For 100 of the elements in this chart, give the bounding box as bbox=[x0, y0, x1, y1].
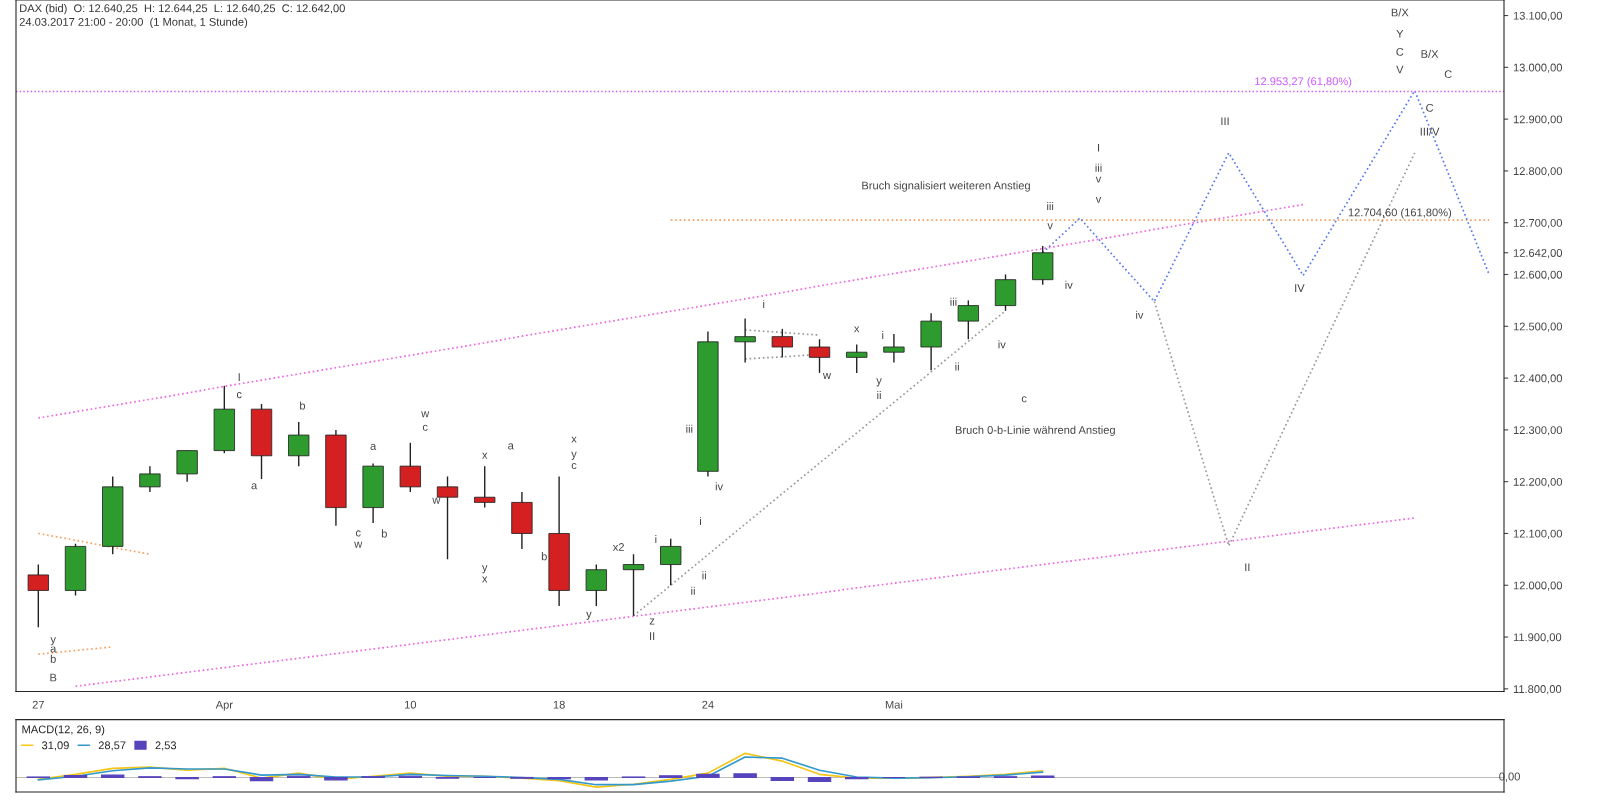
annotation: I bbox=[238, 373, 240, 381]
candlestick bbox=[27, 563, 49, 628]
annotation: iv bbox=[715, 482, 724, 491]
candlestick bbox=[957, 299, 979, 340]
line-series bbox=[74, 517, 1416, 688]
candlestick bbox=[288, 421, 310, 467]
candlestick bbox=[846, 343, 868, 374]
annotation: iii bbox=[950, 297, 957, 306]
annotation: iii bbox=[1047, 201, 1054, 211]
annotation: w bbox=[432, 497, 441, 504]
annotation: v bbox=[1095, 196, 1102, 203]
annotation: z bbox=[649, 618, 655, 625]
annotation: b bbox=[541, 552, 547, 561]
y-tick-label: 12.700,00 bbox=[1513, 218, 1563, 229]
annotation: w bbox=[421, 411, 430, 418]
y-tick-label: 12.300,00 bbox=[1513, 426, 1563, 436]
annotation: b bbox=[381, 529, 387, 538]
annotation: a bbox=[251, 483, 258, 490]
annotation: c bbox=[236, 392, 242, 399]
annotation: Y bbox=[1396, 29, 1404, 38]
x-tick-label: 27 bbox=[32, 700, 44, 709]
annotation: iii bbox=[1095, 163, 1102, 172]
candlestick bbox=[734, 317, 756, 364]
y-tick-label: 13.000,00 bbox=[1513, 63, 1563, 73]
annotation: x bbox=[571, 436, 577, 443]
annotation: Bruch signalisiert weiteren Anstieg bbox=[862, 181, 1030, 192]
line-series bbox=[37, 532, 151, 556]
y-tick-label: 12.600,00 bbox=[1513, 270, 1563, 280]
annotation: Bruch 0-b-Linie während Anstieg bbox=[955, 425, 1115, 437]
annotation: y bbox=[571, 451, 577, 460]
annotation: V bbox=[1396, 65, 1404, 74]
annotation: 12.704,60 (161,80%) bbox=[1348, 208, 1452, 219]
annotation: III/V bbox=[1420, 127, 1440, 136]
candlestick bbox=[883, 333, 905, 364]
chart-title: DAX (bid) O: 12.640,25 H: 12.644,25 L: 12.640,25 C: 12.642,00 bbox=[20, 4, 345, 15]
annotation: w bbox=[354, 541, 363, 548]
annotation: i bbox=[699, 516, 701, 525]
annotation: y bbox=[876, 378, 882, 387]
annotation: c bbox=[355, 530, 361, 537]
annotation: i bbox=[655, 535, 657, 544]
legend-label: 2,53 bbox=[155, 741, 177, 751]
annotation: x bbox=[854, 326, 860, 333]
annotation: ii bbox=[691, 586, 695, 595]
candlestick bbox=[622, 553, 645, 617]
y-tick-label: 12.800,00 bbox=[1513, 167, 1563, 177]
annotation: ii bbox=[702, 571, 706, 580]
annotation: C bbox=[1426, 103, 1434, 112]
legend-title: MACD(12, 26, 9) bbox=[22, 725, 105, 736]
annotation: c bbox=[571, 463, 577, 470]
candlestick bbox=[399, 442, 421, 493]
annotation: y bbox=[50, 637, 56, 646]
annotation: x bbox=[482, 452, 488, 459]
y-tick-label: 13.100,00 bbox=[1513, 11, 1563, 21]
y-tick-label: 11.900,00 bbox=[1513, 633, 1562, 643]
annotation: ii bbox=[955, 362, 959, 371]
legend-label: 28,57 bbox=[98, 741, 126, 751]
legend-label: 31,09 bbox=[41, 741, 69, 751]
y-tick-label: 12.400,00 bbox=[1513, 374, 1563, 384]
annotation: c bbox=[1021, 396, 1027, 403]
annotation: w bbox=[822, 373, 831, 379]
candlestick bbox=[808, 338, 831, 374]
annotation: iii bbox=[686, 424, 693, 433]
annotation: b bbox=[300, 401, 306, 410]
annotation: a bbox=[370, 443, 377, 450]
annotation: x bbox=[482, 576, 488, 583]
annotation: III bbox=[1221, 117, 1229, 126]
y-tick-label: 12.500,00 bbox=[1513, 322, 1563, 332]
annotation: i bbox=[763, 299, 765, 308]
y-tick-label: 11.800,00 bbox=[1513, 685, 1562, 695]
annotation: v bbox=[1047, 223, 1053, 230]
annotation: I bbox=[1098, 143, 1100, 152]
annotation: B/X bbox=[1421, 49, 1439, 58]
line-series bbox=[37, 203, 1304, 419]
candlestick bbox=[176, 449, 198, 483]
annotation: II bbox=[1245, 563, 1250, 572]
y-tick-label: 12.100,00 bbox=[1513, 529, 1563, 539]
annotation: B/X bbox=[1391, 8, 1409, 17]
y-tick-label: 12.642,00 bbox=[1513, 249, 1563, 259]
annotation: b bbox=[50, 654, 56, 663]
annotation: v bbox=[1095, 176, 1102, 183]
ref-line-label: 12.953,27 (61,80%) bbox=[1255, 77, 1352, 88]
x-tick-label: Mai bbox=[885, 700, 903, 709]
annotation: C bbox=[1396, 47, 1404, 56]
candlestick bbox=[474, 465, 496, 509]
y-tick-label: 12.200,00 bbox=[1513, 477, 1563, 488]
annotation: x2 bbox=[612, 543, 624, 551]
x-tick-label: Apr bbox=[215, 700, 233, 711]
annotation: y bbox=[481, 565, 488, 574]
annotation: iv bbox=[1065, 280, 1073, 289]
annotation: C bbox=[1444, 70, 1452, 79]
candlestick bbox=[585, 563, 607, 607]
annotation: II bbox=[650, 632, 655, 640]
annotation: iv bbox=[998, 340, 1006, 349]
annotation: y bbox=[586, 611, 592, 620]
annotation: c bbox=[422, 424, 428, 431]
text: 24.03.2017 21:00 - 20:00 (1 Monat, 1 Stunde) bbox=[19, 17, 248, 29]
annotation: ii bbox=[877, 391, 881, 400]
y-tick-label: 12.900,00 bbox=[1513, 115, 1563, 125]
annotation: a bbox=[508, 443, 514, 450]
y-tick-label: 12.000,00 bbox=[1513, 581, 1563, 591]
